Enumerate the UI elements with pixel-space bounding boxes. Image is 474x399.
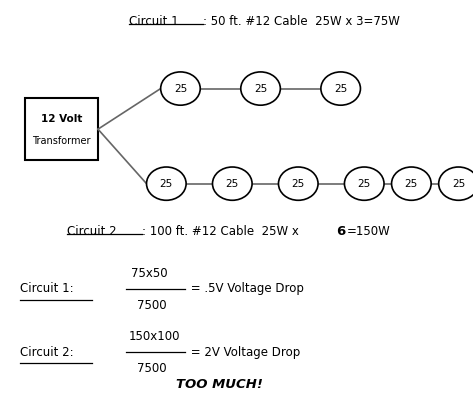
Text: Circuit 1:: Circuit 1: [20,282,74,295]
Text: 7500: 7500 [137,362,166,375]
Text: 25: 25 [160,179,173,189]
Circle shape [212,167,252,200]
Text: 25: 25 [452,179,465,189]
FancyBboxPatch shape [25,99,98,160]
Text: 25: 25 [292,179,305,189]
Text: 25: 25 [254,83,267,93]
Circle shape [321,72,360,105]
Text: TOO MUCH!: TOO MUCH! [176,378,263,391]
Text: 25: 25 [405,179,418,189]
Text: Circuit 2:: Circuit 2: [20,346,74,359]
Text: 150x100: 150x100 [128,330,180,344]
Text: 75x50: 75x50 [131,267,168,280]
Text: 7500: 7500 [137,299,166,312]
Text: : 100 ft. #12 Cable  25W x: : 100 ft. #12 Cable 25W x [142,225,299,238]
Circle shape [146,167,186,200]
Text: Transformer: Transformer [32,136,91,146]
Text: 25: 25 [226,179,239,189]
Text: 25: 25 [334,83,347,93]
Circle shape [241,72,280,105]
Text: = 2V Voltage Drop: = 2V Voltage Drop [187,346,300,359]
Circle shape [438,167,474,200]
Text: = .5V Voltage Drop: = .5V Voltage Drop [187,282,303,295]
Text: 25: 25 [357,179,371,189]
Text: 12 Volt: 12 Volt [41,115,82,124]
Circle shape [161,72,200,105]
Text: 25: 25 [174,83,187,93]
Text: Circuit 1: Circuit 1 [128,15,178,28]
Text: Circuit 2: Circuit 2 [67,225,117,238]
Circle shape [392,167,431,200]
Text: : 50 ft. #12 Cable  25W x 3=75W: : 50 ft. #12 Cable 25W x 3=75W [203,15,400,28]
Circle shape [278,167,318,200]
Text: 6: 6 [336,225,345,238]
Circle shape [345,167,384,200]
Text: =150W: =150W [346,225,390,238]
